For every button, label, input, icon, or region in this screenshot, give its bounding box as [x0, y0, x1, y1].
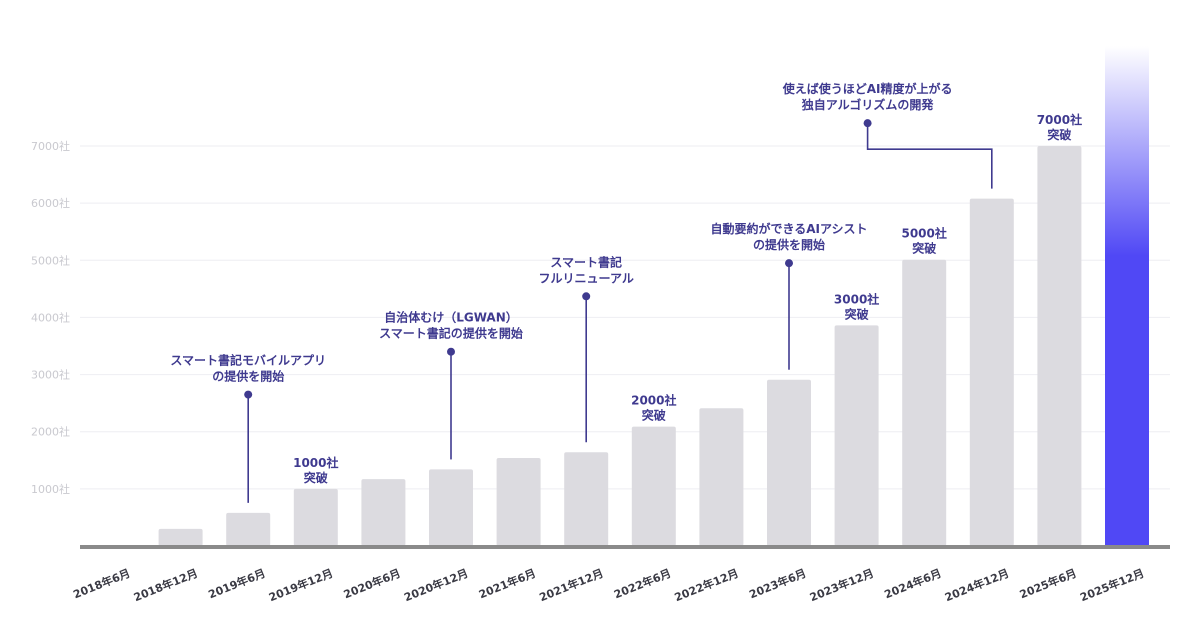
y-tick-label: 5000社 [31, 253, 70, 267]
x-tick-label: 2025年12月 [1078, 566, 1146, 604]
annotation-dot [582, 292, 591, 301]
x-tick-label: 2018年6月 [71, 566, 132, 602]
grid-layer: 1000社 2000社 3000社 4000社 5000社 6000社 7000社 [31, 139, 1170, 496]
x-tick-label: 2020年6月 [341, 566, 402, 602]
bar [564, 452, 609, 546]
x-tick-label: 2025年6月 [1017, 566, 1078, 602]
bar [631, 426, 676, 546]
bar [429, 469, 473, 546]
annotation-text: スマート書記モバイルアプリ [170, 353, 326, 368]
x-tick-label: 2019年12月 [267, 566, 335, 604]
x-tick-label: 2020年12月 [402, 566, 470, 604]
y-tick-label: 1000社 [31, 482, 70, 496]
bar [834, 325, 879, 546]
annotation-leader-line [866, 123, 993, 189]
value-label: 7000社 [1037, 112, 1082, 127]
x-tick-label: 2024年6月 [882, 566, 943, 602]
value-label: 1000社 [293, 455, 338, 470]
annotation-dot [863, 119, 872, 128]
bar [158, 528, 203, 546]
x-tick-label: 2021年6月 [477, 566, 538, 602]
value-label: 突破 [845, 306, 869, 321]
annotation-text: 使えば使うほどAI精度が上がる [782, 81, 953, 96]
axis-layer: 2018年6月 2018年12月 2019年6月 2019年12月 2020年6月 202… [71, 545, 1170, 604]
annotation-text: フルリニューアル [538, 271, 633, 285]
bar-layer [158, 46, 1149, 547]
bar [969, 198, 1014, 547]
bar [767, 379, 811, 546]
value-label: 2000社 [631, 393, 676, 408]
x-tick-label: 2024年12月 [943, 566, 1011, 604]
x-tick-label: 2021年12月 [537, 566, 605, 604]
value-label: 3000社 [834, 291, 879, 306]
y-tick-label: 4000社 [31, 310, 70, 324]
annotation-dot [244, 390, 253, 399]
x-tick-label: 2018年12月 [131, 566, 199, 604]
value-label: 突破 [642, 408, 666, 423]
annotation-text: 独自アルゴリズムの開発 [801, 97, 935, 112]
value-label: 5000社 [901, 226, 946, 241]
annotation-text: の提供を開始 [212, 369, 284, 384]
x-tick-label: 2022年12月 [672, 566, 740, 604]
annotation-text: スマート書記 [550, 254, 622, 269]
annotation-layer: 1000社突破2000社突破3000社突破5000社突破7000社突破スマート書… [170, 81, 1082, 503]
y-tick-label: 3000社 [31, 368, 70, 382]
value-label: 突破 [1047, 127, 1071, 142]
bar [361, 479, 406, 546]
annotation-dot [785, 259, 793, 268]
value-label: 突破 [304, 470, 328, 485]
bar-highlight [1105, 46, 1149, 546]
bar [699, 408, 744, 546]
y-tick-label: 2000社 [31, 425, 70, 439]
y-tick-label: 6000社 [31, 196, 70, 210]
bar [293, 488, 338, 546]
x-tick-label: 2023年12月 [807, 566, 875, 604]
value-label: 突破 [912, 241, 936, 256]
x-tick-label: 2022年6月 [612, 566, 673, 602]
annotation-text: 自動要約ができるAIアシスト [710, 221, 867, 236]
x-axis-line [80, 545, 1170, 549]
bar [1037, 146, 1082, 546]
bar [902, 259, 947, 546]
y-tick-label: 7000社 [31, 139, 70, 153]
annotation-text: スマート書記の提供を開始 [379, 326, 523, 341]
annotation-text: の提供を開始 [753, 237, 825, 252]
bar [496, 458, 541, 546]
annotation-text: 自治体むけ（LGWAN） [384, 310, 518, 325]
x-tick-label: 2019年6月 [206, 566, 267, 602]
annotation-dot [447, 347, 455, 356]
bar [226, 512, 271, 546]
x-tick-label: 2023年6月 [747, 566, 808, 602]
